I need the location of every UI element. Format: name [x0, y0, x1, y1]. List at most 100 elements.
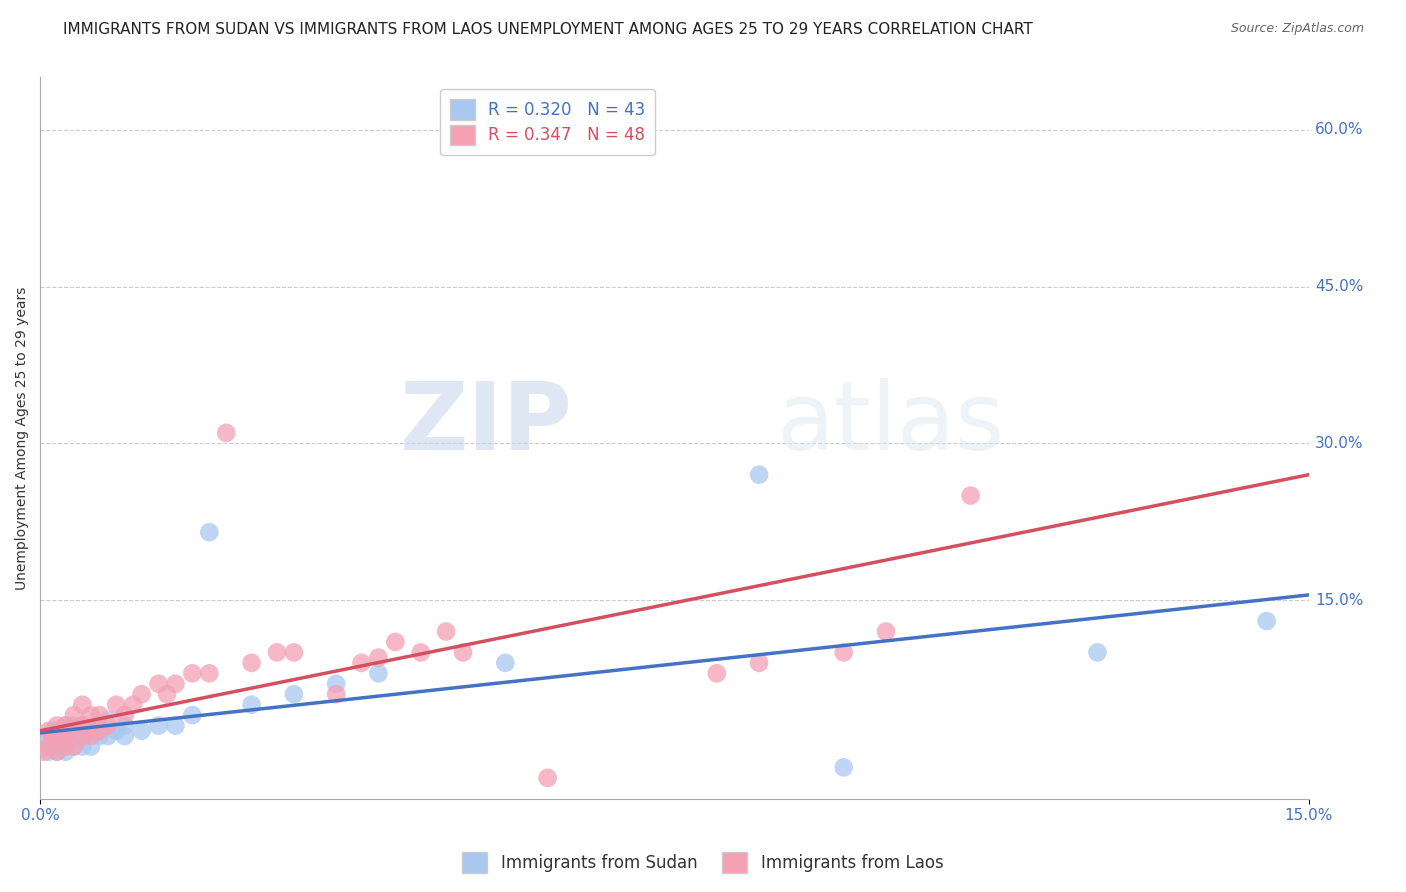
Text: 15.0%: 15.0% — [1315, 592, 1364, 607]
Point — [80, 739, 103, 754]
Point — [384, 635, 406, 649]
Point — [46, 745, 69, 759]
Text: ZIP: ZIP — [401, 377, 574, 470]
Point — [38, 723, 60, 738]
Point — [72, 729, 94, 743]
Point — [80, 723, 103, 738]
Point — [42, 723, 65, 738]
Point — [1256, 614, 1278, 628]
Point — [350, 656, 373, 670]
Point — [51, 729, 73, 743]
Point — [63, 739, 86, 754]
Point — [165, 718, 187, 732]
Point — [46, 734, 69, 748]
Point — [114, 718, 136, 732]
Point — [55, 729, 77, 743]
Point — [38, 739, 60, 754]
Point — [131, 723, 153, 738]
Point — [97, 714, 120, 728]
Point — [89, 718, 111, 732]
Point — [325, 677, 347, 691]
Point — [72, 718, 94, 732]
Point — [240, 656, 263, 670]
Y-axis label: Unemployment Among Ages 25 to 29 years: Unemployment Among Ages 25 to 29 years — [15, 286, 30, 590]
Point — [148, 718, 170, 732]
Point — [748, 656, 770, 670]
Point — [832, 760, 855, 774]
Point — [494, 656, 516, 670]
Point — [198, 525, 221, 540]
Point — [875, 624, 897, 639]
Point — [105, 723, 128, 738]
Legend: Immigrants from Sudan, Immigrants from Laos: Immigrants from Sudan, Immigrants from L… — [456, 846, 950, 880]
Point — [409, 645, 432, 659]
Point — [55, 745, 77, 759]
Point — [283, 645, 305, 659]
Point — [72, 739, 94, 754]
Point — [105, 698, 128, 712]
Point — [72, 698, 94, 712]
Point — [215, 425, 238, 440]
Point — [131, 687, 153, 701]
Point — [283, 687, 305, 701]
Point — [165, 677, 187, 691]
Legend: R = 0.320   N = 43, R = 0.347   N = 48: R = 0.320 N = 43, R = 0.347 N = 48 — [440, 89, 655, 155]
Point — [63, 739, 86, 754]
Point — [89, 708, 111, 723]
Point — [240, 698, 263, 712]
Point — [89, 729, 111, 743]
Point — [80, 708, 103, 723]
Point — [55, 729, 77, 743]
Point — [325, 687, 347, 701]
Point — [38, 745, 60, 759]
Point — [46, 745, 69, 759]
Point — [46, 734, 69, 748]
Point — [97, 718, 120, 732]
Point — [1087, 645, 1109, 659]
Point — [114, 708, 136, 723]
Point — [122, 698, 145, 712]
Point — [55, 718, 77, 732]
Point — [46, 723, 69, 738]
Point — [46, 718, 69, 732]
Point — [156, 687, 179, 701]
Point — [72, 718, 94, 732]
Point — [55, 718, 77, 732]
Point — [97, 729, 120, 743]
Point — [51, 739, 73, 754]
Point — [80, 729, 103, 743]
Point — [537, 771, 560, 785]
Point — [148, 677, 170, 691]
Point — [42, 729, 65, 743]
Point — [34, 745, 56, 759]
Text: 45.0%: 45.0% — [1315, 279, 1364, 294]
Point — [72, 729, 94, 743]
Point — [181, 666, 204, 681]
Point — [367, 650, 389, 665]
Point — [367, 666, 389, 681]
Point — [434, 624, 457, 639]
Point — [55, 734, 77, 748]
Text: Source: ZipAtlas.com: Source: ZipAtlas.com — [1230, 22, 1364, 36]
Point — [706, 666, 728, 681]
Point — [51, 729, 73, 743]
Point — [34, 739, 56, 754]
Point — [959, 489, 981, 503]
Point — [451, 645, 474, 659]
Point — [42, 739, 65, 754]
Point — [38, 729, 60, 743]
Point — [89, 723, 111, 738]
Text: 60.0%: 60.0% — [1315, 122, 1364, 137]
Text: atlas: atlas — [776, 377, 1004, 470]
Point — [55, 739, 77, 754]
Point — [114, 729, 136, 743]
Point — [63, 708, 86, 723]
Text: 30.0%: 30.0% — [1315, 436, 1364, 450]
Point — [63, 723, 86, 738]
Point — [266, 645, 288, 659]
Point — [198, 666, 221, 681]
Point — [63, 729, 86, 743]
Text: IMMIGRANTS FROM SUDAN VS IMMIGRANTS FROM LAOS UNEMPLOYMENT AMONG AGES 25 TO 29 Y: IMMIGRANTS FROM SUDAN VS IMMIGRANTS FROM… — [63, 22, 1033, 37]
Point — [63, 718, 86, 732]
Point — [181, 708, 204, 723]
